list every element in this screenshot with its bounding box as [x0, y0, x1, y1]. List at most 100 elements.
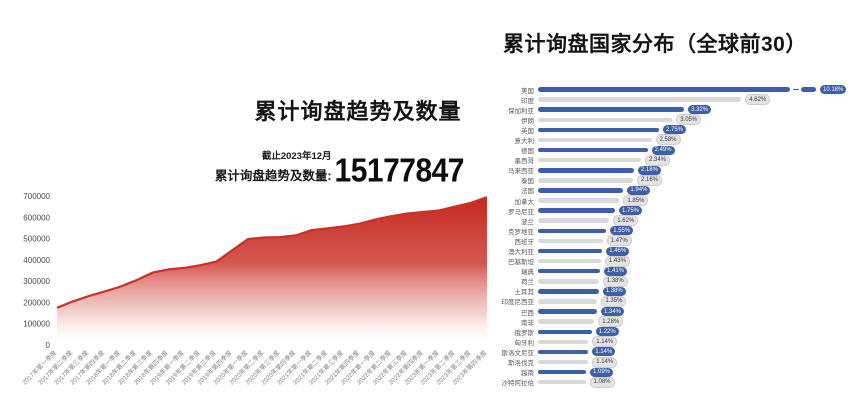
country-row: 沙特阿拉伯 1.08%	[497, 376, 852, 388]
value-badge: 1.14%	[592, 356, 618, 368]
country-label: 英国	[521, 127, 534, 135]
country-row: 马来西亚 2.18%	[497, 165, 852, 175]
country-bar	[538, 188, 624, 193]
trend-line	[56, 196, 488, 309]
value-badge: 1.35%	[601, 295, 627, 307]
value-badge: 1.34%	[601, 307, 625, 317]
country-label: 法国	[521, 188, 534, 196]
value-badge: 1.14%	[592, 336, 618, 348]
country-chart-title: 累计询盘国家分布（全球前30）	[503, 33, 807, 56]
country-bar	[538, 198, 620, 203]
country-label: 加拿大	[514, 198, 535, 206]
country-label: 印度尼西亚	[501, 299, 535, 307]
country-row: 斯洛伐克 1.14%	[497, 356, 852, 368]
country-row: 澳大利亚 1.46%	[497, 246, 852, 256]
country-label: 南非	[521, 319, 534, 327]
country-label: 巴西	[521, 309, 534, 317]
country-row: 印度 4.62%	[497, 94, 852, 106]
country-row: 土耳其 1.38%	[497, 286, 852, 296]
country-label: 越南	[521, 370, 534, 378]
country-row: 法国 1.94%	[497, 185, 852, 196]
country-label: 巴基斯坦	[508, 259, 534, 267]
value-badge: 1.38%	[602, 286, 626, 296]
country-label: 西班牙	[514, 238, 535, 246]
country-bar	[538, 248, 603, 254]
value-badge: 2.18%	[637, 165, 661, 175]
country-row: 罗马尼亚 1.75%	[497, 206, 852, 216]
value-badge: 1.28%	[598, 316, 624, 328]
value-badge: 1.62%	[613, 215, 639, 227]
country-label: 斯洛文尼亚	[501, 349, 535, 357]
country-bar	[538, 349, 589, 355]
stat-total-value: 15177847	[334, 151, 465, 189]
country-bar	[538, 258, 601, 264]
country-row: 瑞典 1.41%	[497, 266, 852, 276]
country-bar	[538, 268, 600, 274]
country-bar	[538, 107, 685, 112]
country-bar	[538, 218, 610, 223]
country-bar	[538, 147, 648, 153]
value-badge: 2.16%	[637, 174, 663, 186]
value-badge: 1.46%	[606, 246, 630, 256]
axis-break-dash	[792, 88, 799, 91]
country-bar	[538, 359, 589, 365]
value-badge: 2.49%	[651, 145, 675, 155]
country-bar	[538, 238, 603, 244]
country-row: 波兰 1.62%	[497, 215, 852, 227]
country-label: 印度	[521, 97, 534, 105]
country-bar	[538, 379, 586, 385]
country-row: 美国 10.18%	[497, 85, 852, 95]
country-label: 泰国	[521, 178, 534, 186]
value-badge: 10.18%	[820, 85, 847, 94]
y-tick-label: 700000	[23, 192, 50, 201]
value-badge: 2.75%	[663, 125, 687, 135]
country-bar	[538, 319, 595, 324]
country-row: 英国 2.75%	[497, 125, 852, 135]
country-row: 墨西哥 2.34%	[497, 154, 852, 166]
country-label: 俄罗斯	[514, 329, 535, 337]
country-row: 越南 1.09%	[497, 367, 852, 378]
country-bar	[538, 168, 634, 173]
country-row: 印度尼西亚 1.35%	[497, 295, 852, 307]
country-bars: 美国 10.18% 印度 4.62% 保加利亚 3.32% 伊朗 3.05% 英国 2.75% 意大…	[497, 85, 852, 388]
value-badge: 1.94%	[627, 185, 651, 195]
y-tick-label: 200000	[23, 298, 50, 307]
value-badge: 3.05%	[676, 114, 702, 126]
country-label: 克罗地亚	[508, 228, 534, 236]
value-badge: 3.32%	[688, 105, 712, 115]
value-badge: 1.41%	[604, 266, 628, 276]
country-label: 荷兰	[521, 279, 534, 287]
country-bar	[538, 339, 589, 345]
country-label: 德国	[521, 148, 534, 156]
value-badge: 1.22%	[595, 327, 619, 337]
country-bar	[538, 329, 592, 334]
y-tick-label: 500000	[23, 235, 50, 244]
stat-label: 累计询盘趋势及数量:	[214, 169, 332, 183]
country-bar	[538, 117, 673, 123]
country-bar-segment	[801, 87, 816, 92]
country-row: 保加利亚 3.32%	[497, 105, 852, 115]
country-row: 俄罗斯 1.22%	[497, 327, 852, 337]
value-badge: 4.62%	[745, 94, 771, 106]
y-tick-label: 300000	[23, 277, 50, 286]
country-row: 克罗地亚 1.55%	[497, 226, 852, 236]
country-bar	[538, 178, 633, 183]
trend-area-chart: 0 100000 200000 300000 400000 500000 600000 700…	[20, 192, 489, 387]
country-row: 伊朗 3.05%	[497, 114, 852, 126]
country-row: 巴西 1.34%	[497, 307, 852, 317]
value-badge: 1.43%	[604, 255, 630, 267]
y-tick-label: 100000	[23, 320, 50, 329]
value-badge: 1.55%	[610, 226, 634, 236]
country-label: 意大利	[514, 137, 535, 145]
value-badge: 1.85%	[623, 195, 649, 207]
country-row: 斯洛文尼亚 1.14%	[497, 347, 852, 357]
country-row: 加拿大 1.85%	[497, 195, 852, 207]
value-badge: 1.14%	[592, 347, 616, 357]
country-label: 保加利亚	[508, 107, 534, 115]
country-row: 荷兰 1.38%	[497, 275, 852, 287]
country-label: 匈牙利	[514, 339, 535, 347]
country-bar	[538, 228, 607, 234]
value-badge: 1.08%	[589, 376, 615, 388]
country-bar	[538, 157, 641, 163]
